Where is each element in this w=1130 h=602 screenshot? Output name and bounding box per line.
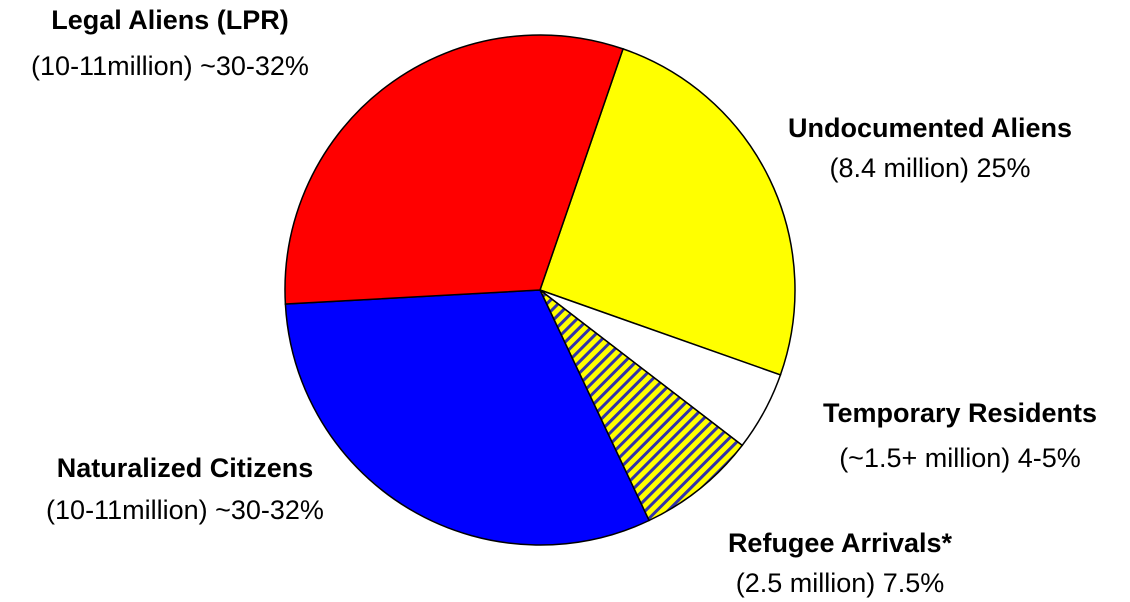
slice-label: Naturalized Citizens <box>57 453 314 483</box>
pie-slice <box>284 289 651 546</box>
slice-label: Refugee Arrivals* <box>728 528 953 558</box>
slice-label: Undocumented Aliens <box>788 113 1072 143</box>
slice-label: Legal Aliens (LPR) <box>51 5 289 35</box>
pie-slice <box>284 34 624 305</box>
value-label: (8.4 million) 25% <box>829 153 1030 183</box>
value-label: (10-11million) ~30-32% <box>46 495 324 525</box>
pie-slice <box>539 289 744 522</box>
slice-label: Temporary Residents <box>823 398 1097 428</box>
pie-slice <box>539 47 796 376</box>
value-label: (~1.5+ million) 4-5% <box>839 443 1081 473</box>
value-label: (10-11million) ~30-32% <box>31 51 309 81</box>
value-label: (2.5 million) 7.5% <box>736 568 945 598</box>
